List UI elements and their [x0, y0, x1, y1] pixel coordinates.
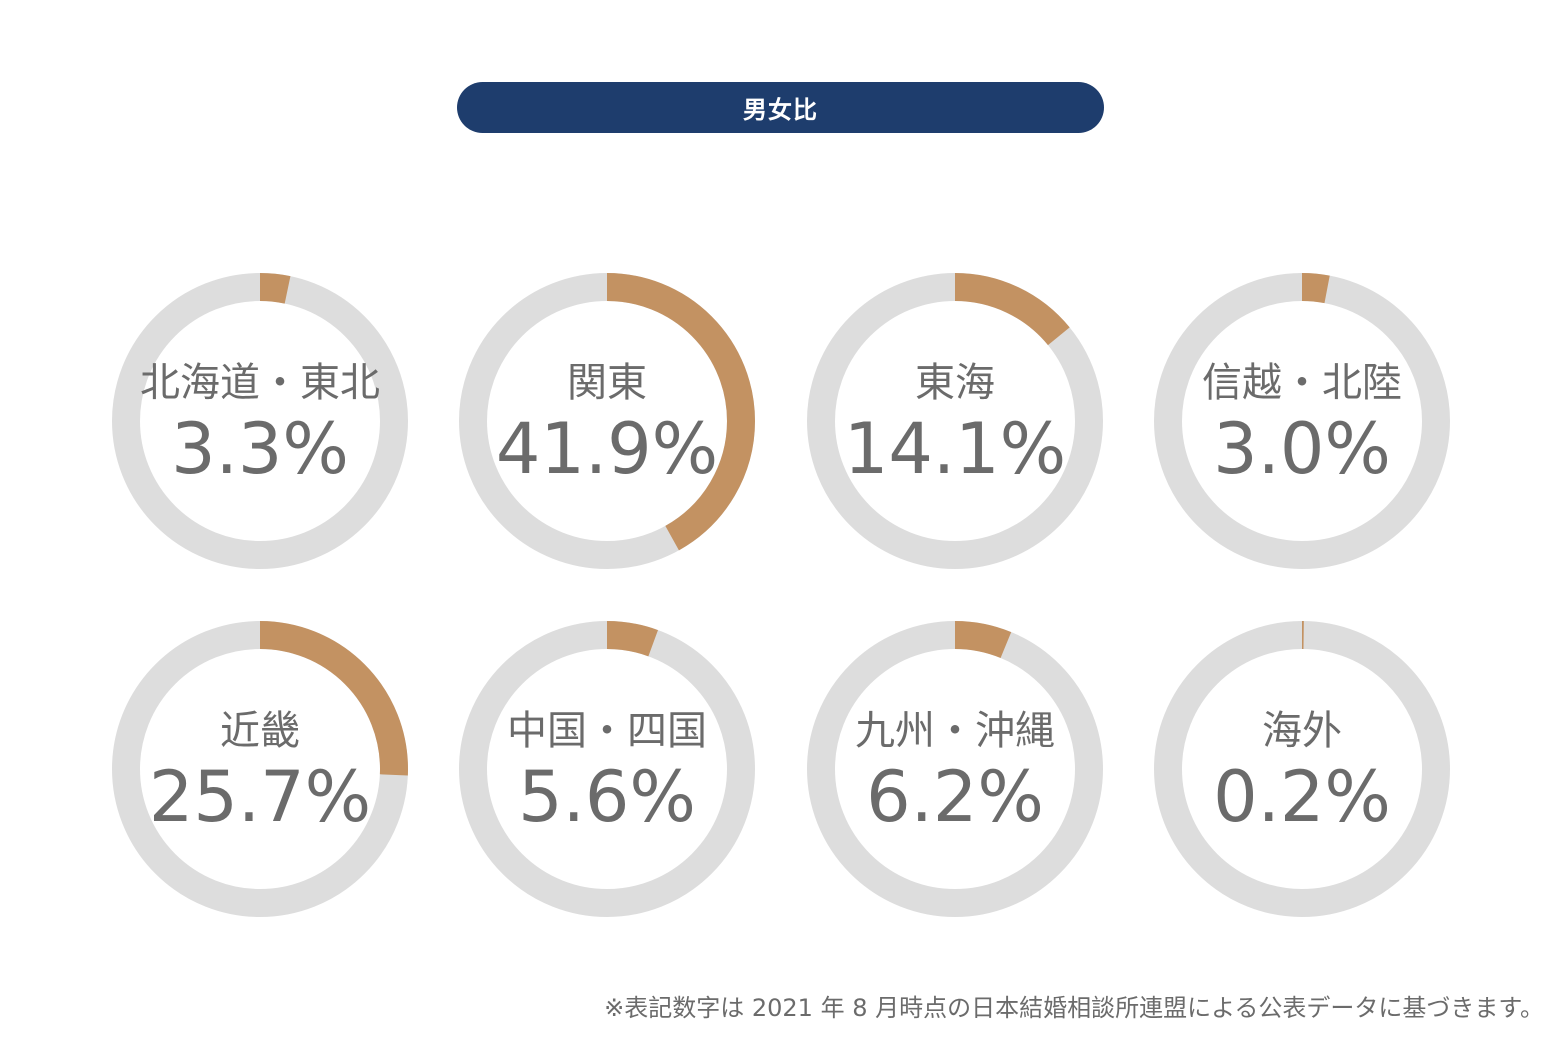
donut-svg — [1154, 273, 1450, 569]
region-value: 5.6% — [518, 756, 696, 838]
donut-arc — [459, 621, 755, 917]
donut-arc — [807, 621, 1103, 917]
donut-svg — [112, 273, 408, 569]
region-value: 0.2% — [1213, 756, 1391, 838]
donut-svg — [807, 273, 1103, 569]
region-value: 3.3% — [171, 408, 349, 490]
donut-arc — [459, 273, 755, 569]
donut-svg — [112, 621, 408, 917]
region-label: 北海道・東北 — [140, 360, 380, 406]
donut-chart: 九州・沖縄 6.2% — [805, 619, 1105, 919]
donut-arc — [112, 273, 408, 569]
donut-chart: 信越・北陸 3.0% — [1152, 271, 1452, 571]
donut-svg — [807, 621, 1103, 917]
region-label: 信越・北陸 — [1202, 360, 1402, 406]
region-label: 海外 — [1262, 708, 1342, 754]
donut-chart: 北海道・東北 3.3% — [110, 271, 410, 571]
region-value: 6.2% — [866, 756, 1044, 838]
donut-arc — [807, 273, 1103, 569]
region-value: 25.7% — [148, 756, 372, 838]
donut-chart: 東海 14.1% — [805, 271, 1105, 571]
donut-svg — [459, 621, 755, 917]
donut-chart: 近畿 25.7% — [110, 619, 410, 919]
region-value: 14.1% — [843, 408, 1067, 490]
chart-title: 男女比 — [457, 82, 1104, 133]
donut-arc — [1154, 273, 1450, 569]
region-value: 41.9% — [495, 408, 719, 490]
footnote: ※表記数字は 2021 年 8 月時点の日本結婚相談所連盟による公表データに基づ… — [604, 994, 1544, 1022]
region-label: 近畿 — [220, 708, 300, 754]
donut-chart: 海外 0.2% — [1152, 619, 1452, 919]
donut-arc — [1154, 621, 1450, 917]
donut-svg — [1154, 621, 1450, 917]
region-label: 九州・沖縄 — [855, 708, 1055, 754]
region-value: 3.0% — [1213, 408, 1391, 490]
donut-chart: 中国・四国 5.6% — [457, 619, 757, 919]
region-label: 東海 — [915, 360, 995, 406]
donut-svg — [459, 273, 755, 569]
donut-chart: 関東 41.9% — [457, 271, 757, 571]
region-label: 関東 — [567, 360, 647, 406]
donut-arc — [112, 621, 408, 917]
region-label: 中国・四国 — [507, 708, 707, 754]
